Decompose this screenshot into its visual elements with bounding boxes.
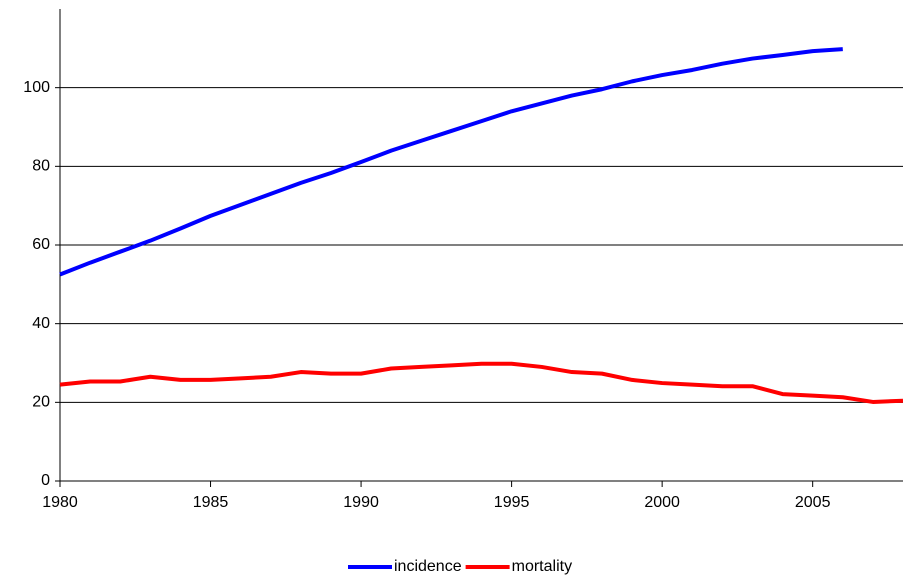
legend-label: mortality bbox=[512, 558, 572, 575]
x-tick-label: 1995 bbox=[494, 494, 530, 511]
y-tick-label: 20 bbox=[32, 394, 50, 411]
x-tick-label: 1990 bbox=[343, 494, 379, 511]
y-tick-label: 40 bbox=[32, 315, 50, 332]
y-tick-label: 60 bbox=[32, 236, 50, 253]
y-tick-label: 0 bbox=[41, 472, 50, 489]
x-tick-label: 1980 bbox=[42, 494, 78, 511]
y-tick-label: 80 bbox=[32, 158, 50, 175]
x-tick-label: 2000 bbox=[644, 494, 680, 511]
x-tick-label: 1985 bbox=[193, 494, 229, 511]
y-tick-label: 100 bbox=[23, 79, 50, 96]
legend-label: incidence bbox=[394, 558, 462, 575]
series-line bbox=[59, 47, 843, 277]
series-line bbox=[59, 361, 903, 404]
x-tick-label: 2005 bbox=[795, 494, 831, 511]
